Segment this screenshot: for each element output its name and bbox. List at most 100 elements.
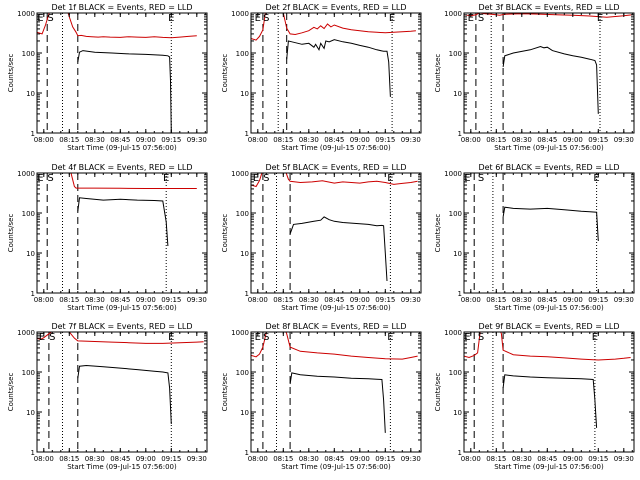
x-tick-label: 09:30 [187, 136, 207, 144]
x-tick-label: 08:15 [486, 296, 506, 304]
x-tick-label: 08:45 [110, 455, 130, 463]
y-axis-label: Counts/sec [7, 373, 15, 412]
x-tick-label: 08:45 [537, 136, 557, 144]
x-tick-label: 08:30 [512, 455, 532, 463]
x-tick-label: 08:15 [59, 296, 79, 304]
x-tick-label: 09:15 [588, 455, 608, 463]
y-tick-label: 1000 [444, 170, 462, 178]
x-tick-label: 09:15 [375, 296, 395, 304]
y-tick-label: 100 [449, 369, 462, 377]
plot-frame [36, 331, 208, 453]
plot-frame [463, 12, 635, 134]
marker-label: S [478, 13, 484, 24]
x-axis-label: Start Time (09-Jul-15 07:56:00) [67, 304, 177, 312]
y-tick-label: 1000 [17, 329, 35, 337]
x-tick-label: 09:30 [401, 296, 421, 304]
y-tick-label: 1 [458, 449, 462, 457]
events-series-line [286, 39, 391, 97]
x-tick-label: 09:30 [614, 296, 634, 304]
x-tick-label: 09:00 [350, 455, 370, 463]
y-tick-label: 1 [245, 290, 249, 298]
x-tick-label: 08:15 [486, 136, 506, 144]
marker-label: S [49, 332, 55, 343]
x-tick-label: 08:00 [461, 136, 481, 144]
panel-title: Det 1f BLACK = Events, RED = LLD [51, 3, 192, 12]
x-tick-label: 08:15 [273, 296, 293, 304]
x-tick-label: 08:15 [486, 455, 506, 463]
x-tick-label: 09:30 [187, 296, 207, 304]
x-tick-label: 08:30 [299, 455, 319, 463]
marker-label: E [168, 332, 174, 343]
x-tick-label: 08:00 [461, 296, 481, 304]
events-series-line [502, 45, 599, 114]
plot-frame [463, 331, 635, 453]
x-tick-label: 08:15 [273, 136, 293, 144]
panel-title: Det 3f BLACK = Events, RED = LLD [478, 3, 619, 12]
x-tick-label: 08:30 [85, 296, 105, 304]
x-tick-label: 08:45 [110, 136, 130, 144]
x-tick-label: 08:30 [85, 136, 105, 144]
marker-label: E [597, 13, 603, 24]
x-tick-label: 08:30 [85, 455, 105, 463]
y-tick-label: 10 [453, 250, 462, 258]
lld-series-line [70, 173, 197, 189]
y-tick-label: 1000 [17, 170, 35, 178]
x-tick-label: 09:00 [350, 136, 370, 144]
marker-label: E [468, 13, 474, 24]
panel-title: Det 6f BLACK = Events, RED = LLD [478, 163, 619, 172]
x-tick-label: 09:30 [187, 455, 207, 463]
x-tick-label: 09:15 [161, 455, 181, 463]
y-axis-label: Counts/sec [221, 373, 229, 412]
y-tick-label: 10 [453, 409, 462, 417]
y-axis-label: Counts/sec [434, 214, 442, 253]
x-tick-label: 09:00 [136, 455, 156, 463]
marker-label: E [255, 332, 261, 343]
panel-title: Det 8f BLACK = Events, RED = LLD [265, 322, 406, 331]
marker-label: S [47, 13, 53, 24]
marker-label: E [253, 173, 259, 184]
marker-label: S [478, 332, 484, 343]
y-tick-label: 10 [240, 250, 249, 258]
y-tick-label: 1000 [231, 10, 249, 18]
x-axis-label: Start Time (09-Jul-15 07:56:00) [281, 304, 391, 312]
y-tick-label: 100 [236, 369, 249, 377]
y-tick-label: 100 [449, 210, 462, 218]
x-tick-label: 08:30 [299, 296, 319, 304]
events-series-line [502, 206, 599, 242]
x-tick-label: 09:30 [401, 455, 421, 463]
x-axis-label: Start Time (09-Jul-15 07:56:00) [494, 144, 604, 152]
y-tick-label: 1 [245, 130, 249, 138]
marker-label: S [47, 173, 53, 184]
lld-series-line [251, 332, 418, 360]
plot-frame [250, 331, 422, 453]
y-axis-label: Counts/sec [7, 54, 15, 93]
panel-title: Det 5f BLACK = Events, RED = LLD [265, 163, 406, 172]
y-tick-label: 1000 [444, 329, 462, 337]
y-tick-label: 10 [26, 409, 35, 417]
marker-label: S [263, 173, 269, 184]
x-tick-label: 08:45 [537, 455, 557, 463]
events-series-line [502, 374, 598, 428]
x-tick-label: 08:30 [512, 136, 532, 144]
y-axis-label: Counts/sec [434, 373, 442, 412]
marker-label: E [389, 13, 395, 24]
y-tick-label: 1 [245, 449, 249, 457]
events-series-line [289, 372, 386, 433]
marker-label: E [39, 332, 45, 343]
lld-series-line [251, 173, 418, 188]
y-tick-label: 1 [458, 290, 462, 298]
x-tick-label: 09:00 [563, 296, 583, 304]
y-axis-label: Counts/sec [7, 214, 15, 253]
marker-label: E [163, 173, 169, 184]
marker-label: E [255, 13, 261, 24]
y-tick-label: 10 [26, 90, 35, 98]
y-tick-label: 100 [22, 210, 35, 218]
marker-label: E [464, 332, 470, 343]
x-tick-label: 09:15 [161, 296, 181, 304]
x-tick-label: 09:30 [401, 136, 421, 144]
y-tick-label: 1 [458, 130, 462, 138]
